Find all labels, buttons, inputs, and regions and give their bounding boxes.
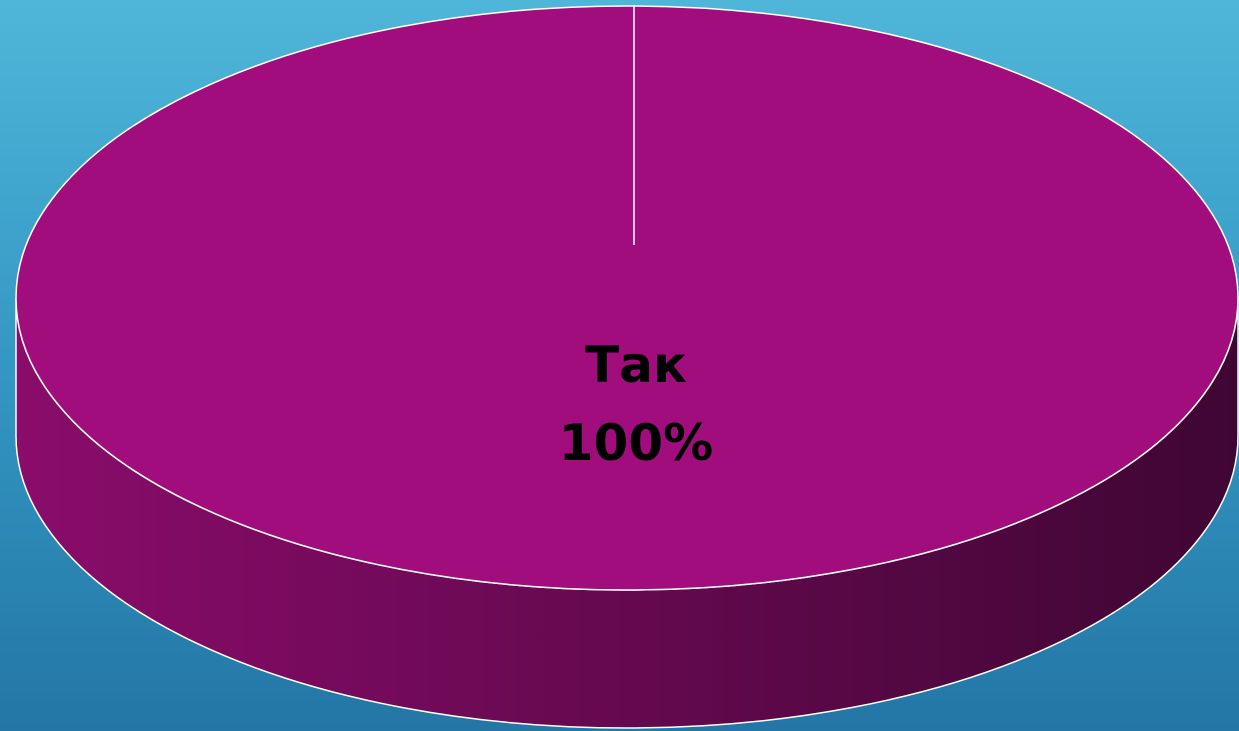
pie-slice-tak: [15, 5, 1239, 591]
data-label-percent: 100%: [559, 414, 713, 472]
data-label-category: Так: [585, 336, 687, 394]
